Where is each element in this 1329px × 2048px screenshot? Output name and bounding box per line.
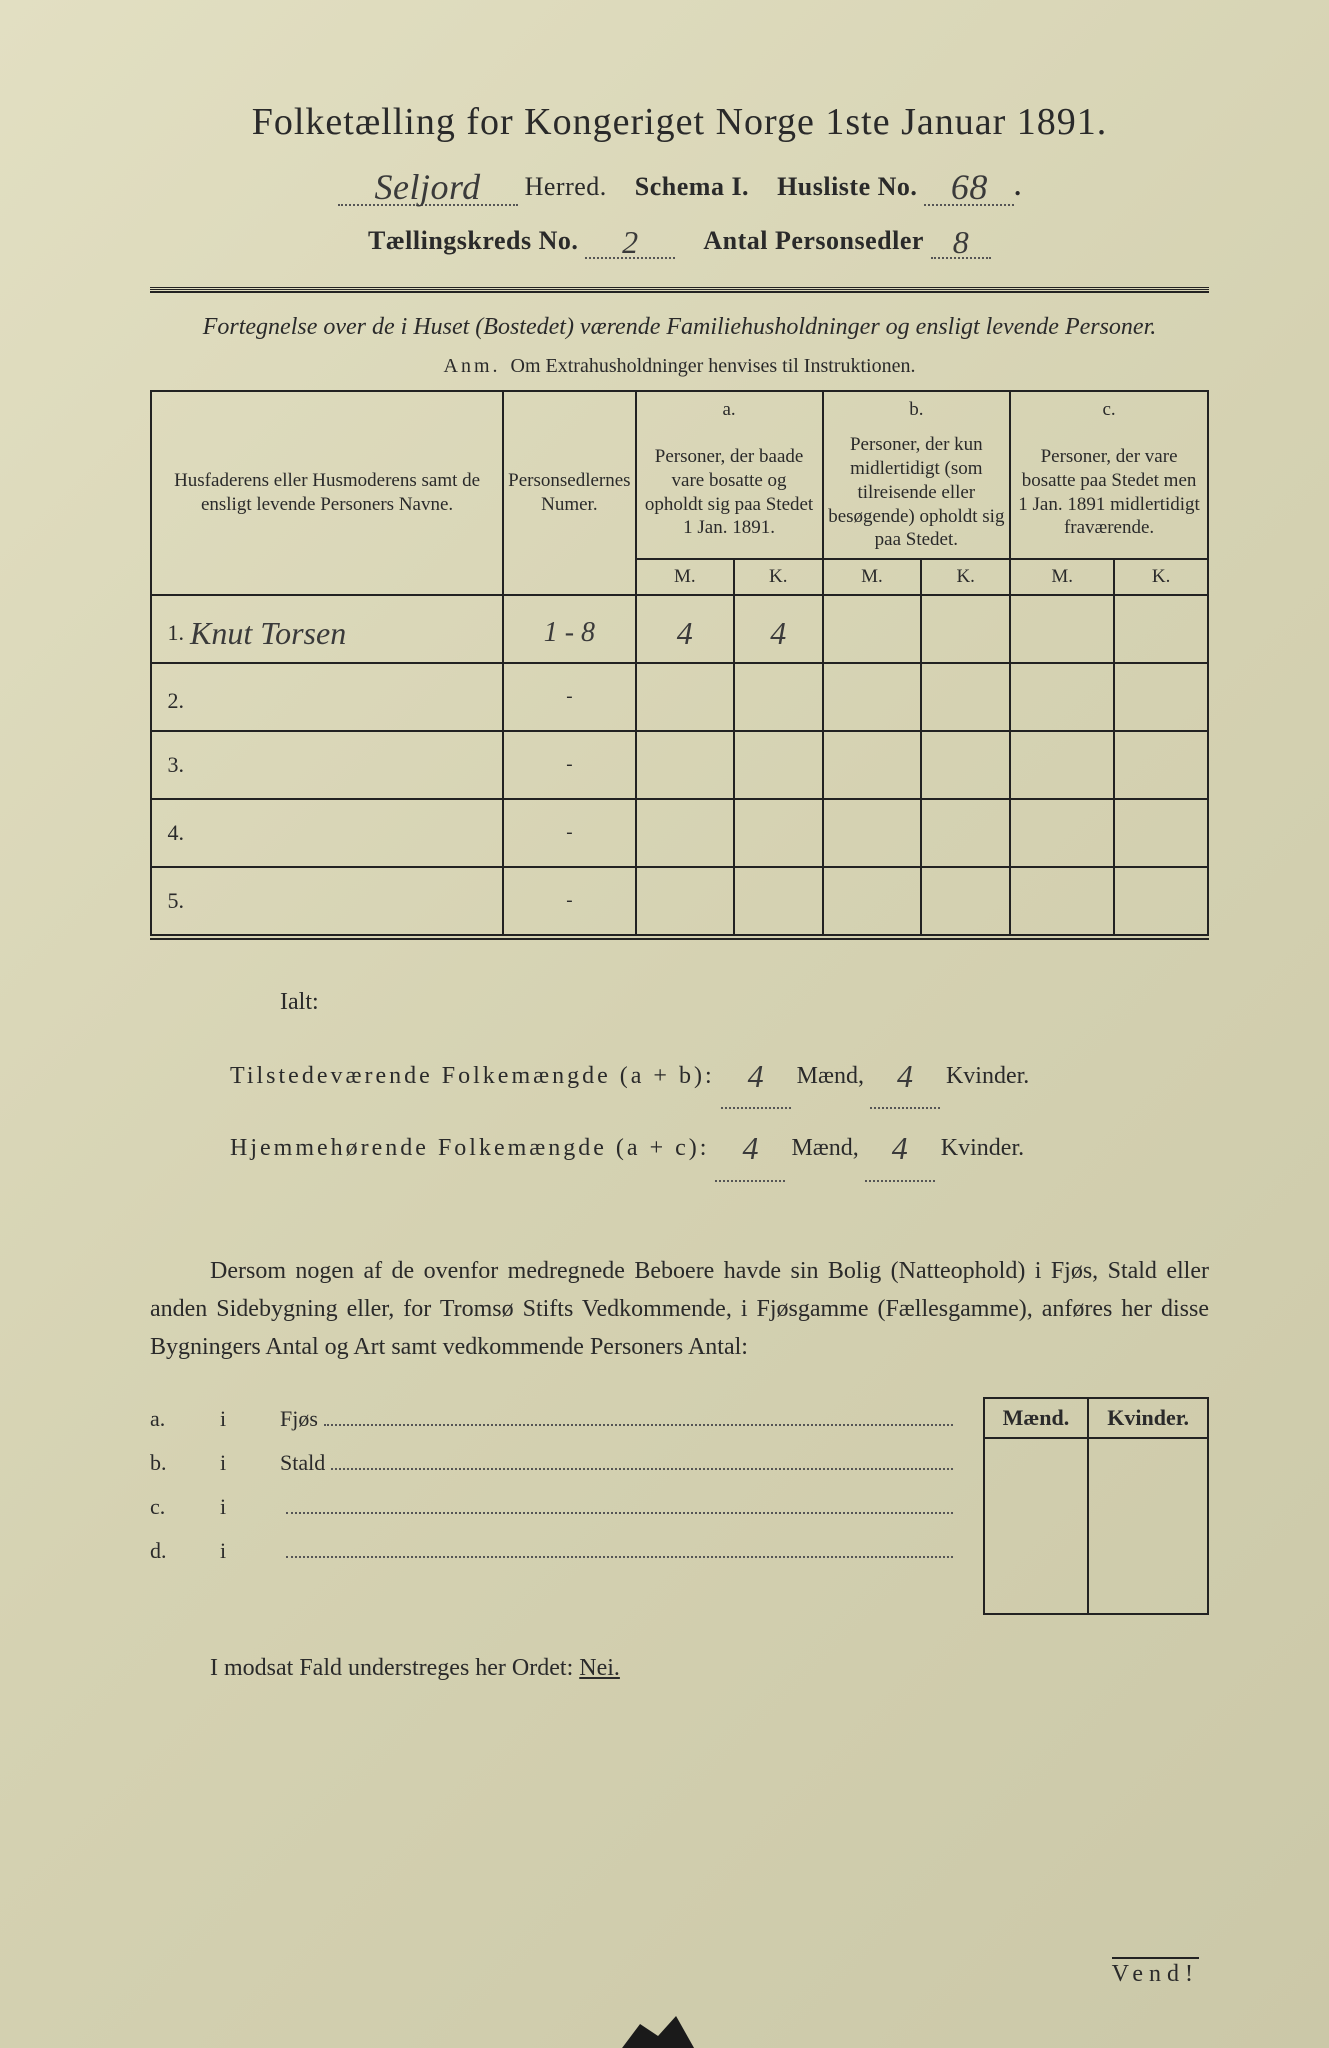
antal-value: 8 (953, 224, 970, 260)
row1-name: Knut Torsen (190, 615, 346, 651)
anm-line: Anm. Om Extrahusholdninger henvises til … (150, 355, 1209, 378)
divider-rule (150, 287, 1209, 293)
table-bottom-rule (150, 938, 1209, 940)
kreds-field: 2 (585, 220, 675, 259)
table-row: 2. - (151, 663, 1208, 731)
fortegnelse-text: Fortegnelse over de i Huset (Bostedet) v… (150, 311, 1209, 345)
anm-prefix: Anm. (444, 355, 501, 377)
tilstede-line: Tilstedeværende Folkemængde (a + b): 4 M… (230, 1037, 1209, 1109)
kreds-value: 2 (622, 224, 639, 260)
tilstede-label: Tilstedeværende Folkemængde (a + b): (230, 1063, 715, 1089)
hjemme-line: Hjemmehørende Folkemængde (a + c): 4 Mæn… (230, 1109, 1209, 1181)
modsat-text: I modsat Fald understreges her Ordet: (210, 1655, 579, 1681)
hjemme-k: 4 (892, 1130, 908, 1166)
antal-label: Antal Personsedler (703, 226, 924, 255)
col-a-header: Personer, der baade vare bosatte og opho… (636, 427, 823, 559)
col-c-m: M. (1010, 559, 1114, 595)
sidebyg-row: b. i Stald (150, 1441, 953, 1485)
sidebygning-paragraph: Dersom nogen af de ovenfor medregnede Be… (150, 1252, 1209, 1367)
hjemme-label: Hjemmehørende Folkemængde (a + c): (230, 1135, 709, 1161)
sidebygning-list: a. i Fjøs b. i Stald c. i d. i (150, 1397, 953, 1615)
row1-num: 1 - 8 (544, 617, 595, 648)
sidebyg-row: d. i (150, 1529, 953, 1573)
totals-block: Ialt: Tilstedeværende Folkemængde (a + b… (230, 976, 1209, 1182)
page-tear (598, 2008, 718, 2048)
mk-k-header: Kvinder. (1088, 1398, 1208, 1438)
husliste-field: 68 (924, 162, 1014, 206)
anm-text: Om Extrahusholdninger henvises til Instr… (511, 355, 916, 377)
schema-label: Schema I. (635, 172, 749, 201)
ialt-title: Ialt: (280, 976, 1209, 1029)
table-row: 1.Knut Torsen 1 - 8 4 4 (151, 595, 1208, 663)
census-form-page: Folketælling for Kongeriget Norge 1ste J… (0, 0, 1329, 2048)
col-c-header: Personer, der vare bosatte paa Stedet me… (1010, 427, 1208, 559)
herred-field: Seljord (338, 162, 518, 206)
antal-field: 8 (931, 220, 991, 259)
kreds-line: Tællingskreds No. 2 Antal Personsedler 8 (150, 220, 1209, 259)
page-title: Folketælling for Kongeriget Norge 1ste J… (150, 100, 1209, 144)
col-c-k: K. (1114, 559, 1208, 595)
table-row: 5. - (151, 867, 1208, 935)
mk-table: Mænd. Kvinder. (983, 1397, 1209, 1615)
husliste-value: 68 (951, 167, 988, 207)
household-table: Husfaderens eller Husmoderens samt de en… (150, 390, 1209, 937)
table-row: 4. - (151, 799, 1208, 867)
col-name-header: Husfaderens eller Husmoderens samt de en… (151, 391, 503, 596)
vend-label: Vend! (1112, 1957, 1199, 1988)
kreds-label: Tællingskreds No. (368, 226, 578, 255)
hjemme-m: 4 (742, 1130, 758, 1166)
sidebyg-row: c. i (150, 1485, 953, 1529)
row1-ak: 4 (770, 615, 786, 651)
herred-value: Seljord (375, 167, 481, 207)
col-c-letter: c. (1010, 391, 1208, 428)
col-b-m: M. (823, 559, 922, 595)
husliste-label: Husliste No. (777, 172, 917, 201)
col-a-m: M. (636, 559, 734, 595)
col-a-k: K. (734, 559, 823, 595)
col-a-letter: a. (636, 391, 823, 428)
col-b-k: K. (921, 559, 1010, 595)
col-b-header: Personer, der kun midlertidigt (som tilr… (823, 427, 1011, 559)
table-row: 3. - (151, 731, 1208, 799)
sidebyg-row: a. i Fjøs (150, 1397, 953, 1441)
modsat-line: I modsat Fald understreges her Ordet: Ne… (150, 1655, 1209, 1682)
tilstede-k: 4 (897, 1058, 913, 1094)
herred-label: Herred. (525, 172, 607, 201)
col-b-letter: b. (823, 391, 1011, 428)
col-num-header: Personsedlernes Numer. (503, 391, 635, 596)
herred-line: Seljord Herred. Schema I. Husliste No. 6… (150, 162, 1209, 206)
tilstede-m: 4 (748, 1058, 764, 1094)
sidebygning-block: a. i Fjøs b. i Stald c. i d. i (150, 1397, 1209, 1615)
row1-am: 4 (677, 615, 693, 651)
mk-m-header: Mænd. (984, 1398, 1089, 1438)
modsat-nei: Nei. (579, 1655, 620, 1681)
